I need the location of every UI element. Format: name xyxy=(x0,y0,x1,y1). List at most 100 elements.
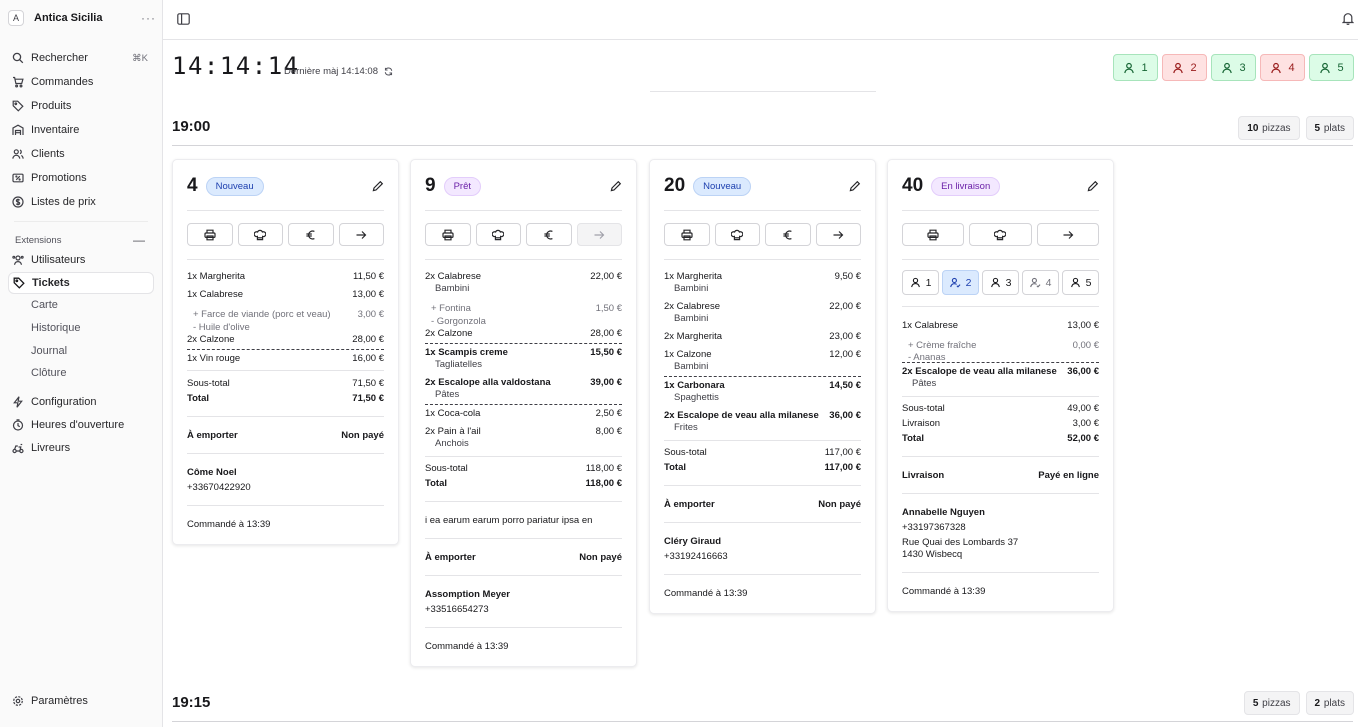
workspace-name: Antica Sicilia xyxy=(34,12,103,24)
print-button[interactable] xyxy=(187,223,233,246)
order-mode-row: À emporter Non payé xyxy=(425,552,622,563)
user-icon xyxy=(1173,62,1184,73)
sidebar-item-users[interactable]: Utilisateurs xyxy=(8,249,154,271)
advance-button[interactable] xyxy=(815,223,861,246)
order-mode-row: À emporter Non payé xyxy=(664,499,861,510)
user-icon xyxy=(1271,62,1282,73)
order-card-40: 40 En livraison 1 2 3 4 5 1x Calabrese 13,… xyxy=(887,159,1114,612)
seat-2[interactable]: 2 xyxy=(942,270,979,295)
kitchen-button[interactable] xyxy=(714,223,760,246)
pencil-icon[interactable] xyxy=(372,180,384,192)
line-modifier: - Gorgonzola xyxy=(431,315,486,327)
line-modifier: + Crème fraîche 0,00 € xyxy=(908,339,1099,351)
clock: 14:14:14 xyxy=(172,52,300,80)
dollar-circle-icon xyxy=(12,196,24,208)
table-number: 1 xyxy=(1141,61,1148,74)
print-button[interactable] xyxy=(425,223,471,246)
customer-city: 1430 Wisbecq xyxy=(902,549,963,560)
line-modifier: + Farce de viande (porc et veau) 3,00 € xyxy=(193,308,384,320)
order-number: 40 xyxy=(902,175,924,196)
table-chip-2[interactable]: 2 xyxy=(1162,54,1207,81)
user-icon xyxy=(1070,277,1080,288)
plats-count-badge: 2 plats xyxy=(1305,691,1354,715)
sidebar-item-configuration[interactable]: Configuration xyxy=(8,391,154,413)
line-variant: Tagliatelles xyxy=(435,359,482,370)
pencil-icon[interactable] xyxy=(610,180,622,192)
sidebar-item-settings[interactable]: Paramètres xyxy=(8,690,154,712)
order-card-4: 4 Nouveau 1x Margherita 11,50 € 1x Calabre… xyxy=(172,159,399,545)
sidebar-item-orders[interactable]: Commandes xyxy=(8,71,154,93)
sidebar-item-label: Listes de prix xyxy=(31,196,96,208)
sidebar-item-tickets[interactable]: Tickets xyxy=(8,272,154,294)
refresh-icon[interactable] xyxy=(384,67,393,76)
more-icon[interactable]: ··· xyxy=(141,11,156,25)
sidebar-item-label: Paramètres xyxy=(31,695,88,707)
bell-icon[interactable] xyxy=(1342,12,1354,25)
sidebar-item-label: Promotions xyxy=(31,172,87,184)
payment-button[interactable] xyxy=(288,223,334,246)
plats-count-badge: 5 plats xyxy=(1305,116,1354,140)
sidebar-item-products[interactable]: Produits xyxy=(8,95,154,117)
sidebar-item-inventory[interactable]: Inventaire xyxy=(8,119,154,141)
gear-icon xyxy=(12,695,24,707)
arrow-right-icon xyxy=(356,230,367,239)
print-button[interactable] xyxy=(902,223,965,246)
arrow-right-icon xyxy=(594,230,605,239)
sidebar-item-promotions[interactable]: Promotions xyxy=(8,167,154,189)
payment-button[interactable] xyxy=(765,223,811,246)
line-modifier: + Fontina 1,50 € xyxy=(431,302,622,314)
print-button[interactable] xyxy=(664,223,710,246)
customer-name: Cléry Giraud xyxy=(664,536,722,547)
sidebar-subitem-cloture[interactable]: Clôture xyxy=(31,367,67,379)
seat-4[interactable]: 4 xyxy=(1022,270,1059,295)
sidebar-item-price-lists[interactable]: Listes de prix xyxy=(8,191,154,213)
chef-hat-icon xyxy=(492,229,505,240)
kitchen-button[interactable] xyxy=(237,223,283,246)
bolt-icon xyxy=(12,396,24,408)
divider xyxy=(14,221,148,222)
sidebar-item-clients[interactable]: Clients xyxy=(8,143,154,165)
order-card-9: 9 Prêt 2x Calabrese 22,00 € Bambini + Font… xyxy=(410,159,637,667)
line-item: 2x Calzone 28,00 € xyxy=(425,328,622,339)
kitchen-button[interactable] xyxy=(475,223,521,246)
ordered-at: Commandé à 13:39 xyxy=(664,588,748,599)
line-item: 2x Calabrese 22,00 € xyxy=(664,301,861,312)
divider xyxy=(172,721,1353,722)
sidebar-item-opening-hours[interactable]: Heures d'ouverture xyxy=(8,414,154,436)
pencil-icon[interactable] xyxy=(849,180,861,192)
table-status-bar: 1 2 3 4 5 xyxy=(1113,54,1354,81)
order-card-20: 20 Nouveau 1x Margherita 9,50 € Bambini 2x… xyxy=(649,159,876,614)
table-number: 2 xyxy=(1190,61,1197,74)
pencil-icon[interactable] xyxy=(1087,180,1099,192)
line-variant: Anchois xyxy=(435,438,469,449)
line-item: 1x Scampis creme 15,50 € xyxy=(425,347,622,358)
collapse-icon[interactable]: — xyxy=(133,233,145,247)
sidebar-subitem-journal[interactable]: Journal xyxy=(31,345,68,357)
seat-5[interactable]: 5 xyxy=(1062,270,1099,295)
table-chip-5[interactable]: 5 xyxy=(1309,54,1354,81)
kitchen-button[interactable] xyxy=(969,223,1032,246)
table-chip-4[interactable]: 4 xyxy=(1260,54,1305,81)
user-check-icon xyxy=(949,277,961,288)
slot-summary: 5 pizzas 2 plats xyxy=(1243,691,1354,715)
advance-button[interactable] xyxy=(338,223,384,246)
table-chip-1[interactable]: 1 xyxy=(1113,54,1158,81)
sidebar-toggle-icon[interactable] xyxy=(177,13,190,25)
advance-button[interactable] xyxy=(576,223,622,246)
extensions-group-header[interactable]: Extensions — xyxy=(15,233,145,247)
sidebar-subitem-historique[interactable]: Historique xyxy=(31,322,81,334)
subtotal-row: Sous-total 118,00 € xyxy=(425,463,622,474)
line-item: 1x Coca-cola 2,50 € xyxy=(425,408,622,419)
line-modifier: - Ananas xyxy=(908,351,946,363)
workspace-switcher[interactable]: A Antica Sicilia ··· xyxy=(8,8,156,28)
seat-1[interactable]: 1 xyxy=(902,270,939,295)
sidebar-item-couriers[interactable]: Livreurs xyxy=(8,437,154,459)
line-item: 1x Margherita 9,50 € xyxy=(664,271,861,282)
table-chip-3[interactable]: 3 xyxy=(1211,54,1256,81)
chef-hat-icon xyxy=(994,229,1007,240)
sidebar-subitem-carte[interactable]: Carte xyxy=(31,299,58,311)
payment-button[interactable] xyxy=(526,223,572,246)
sidebar-item-search[interactable]: Rechercher ⌘K xyxy=(8,47,154,69)
seat-3[interactable]: 3 xyxy=(982,270,1019,295)
advance-button[interactable] xyxy=(1036,223,1099,246)
